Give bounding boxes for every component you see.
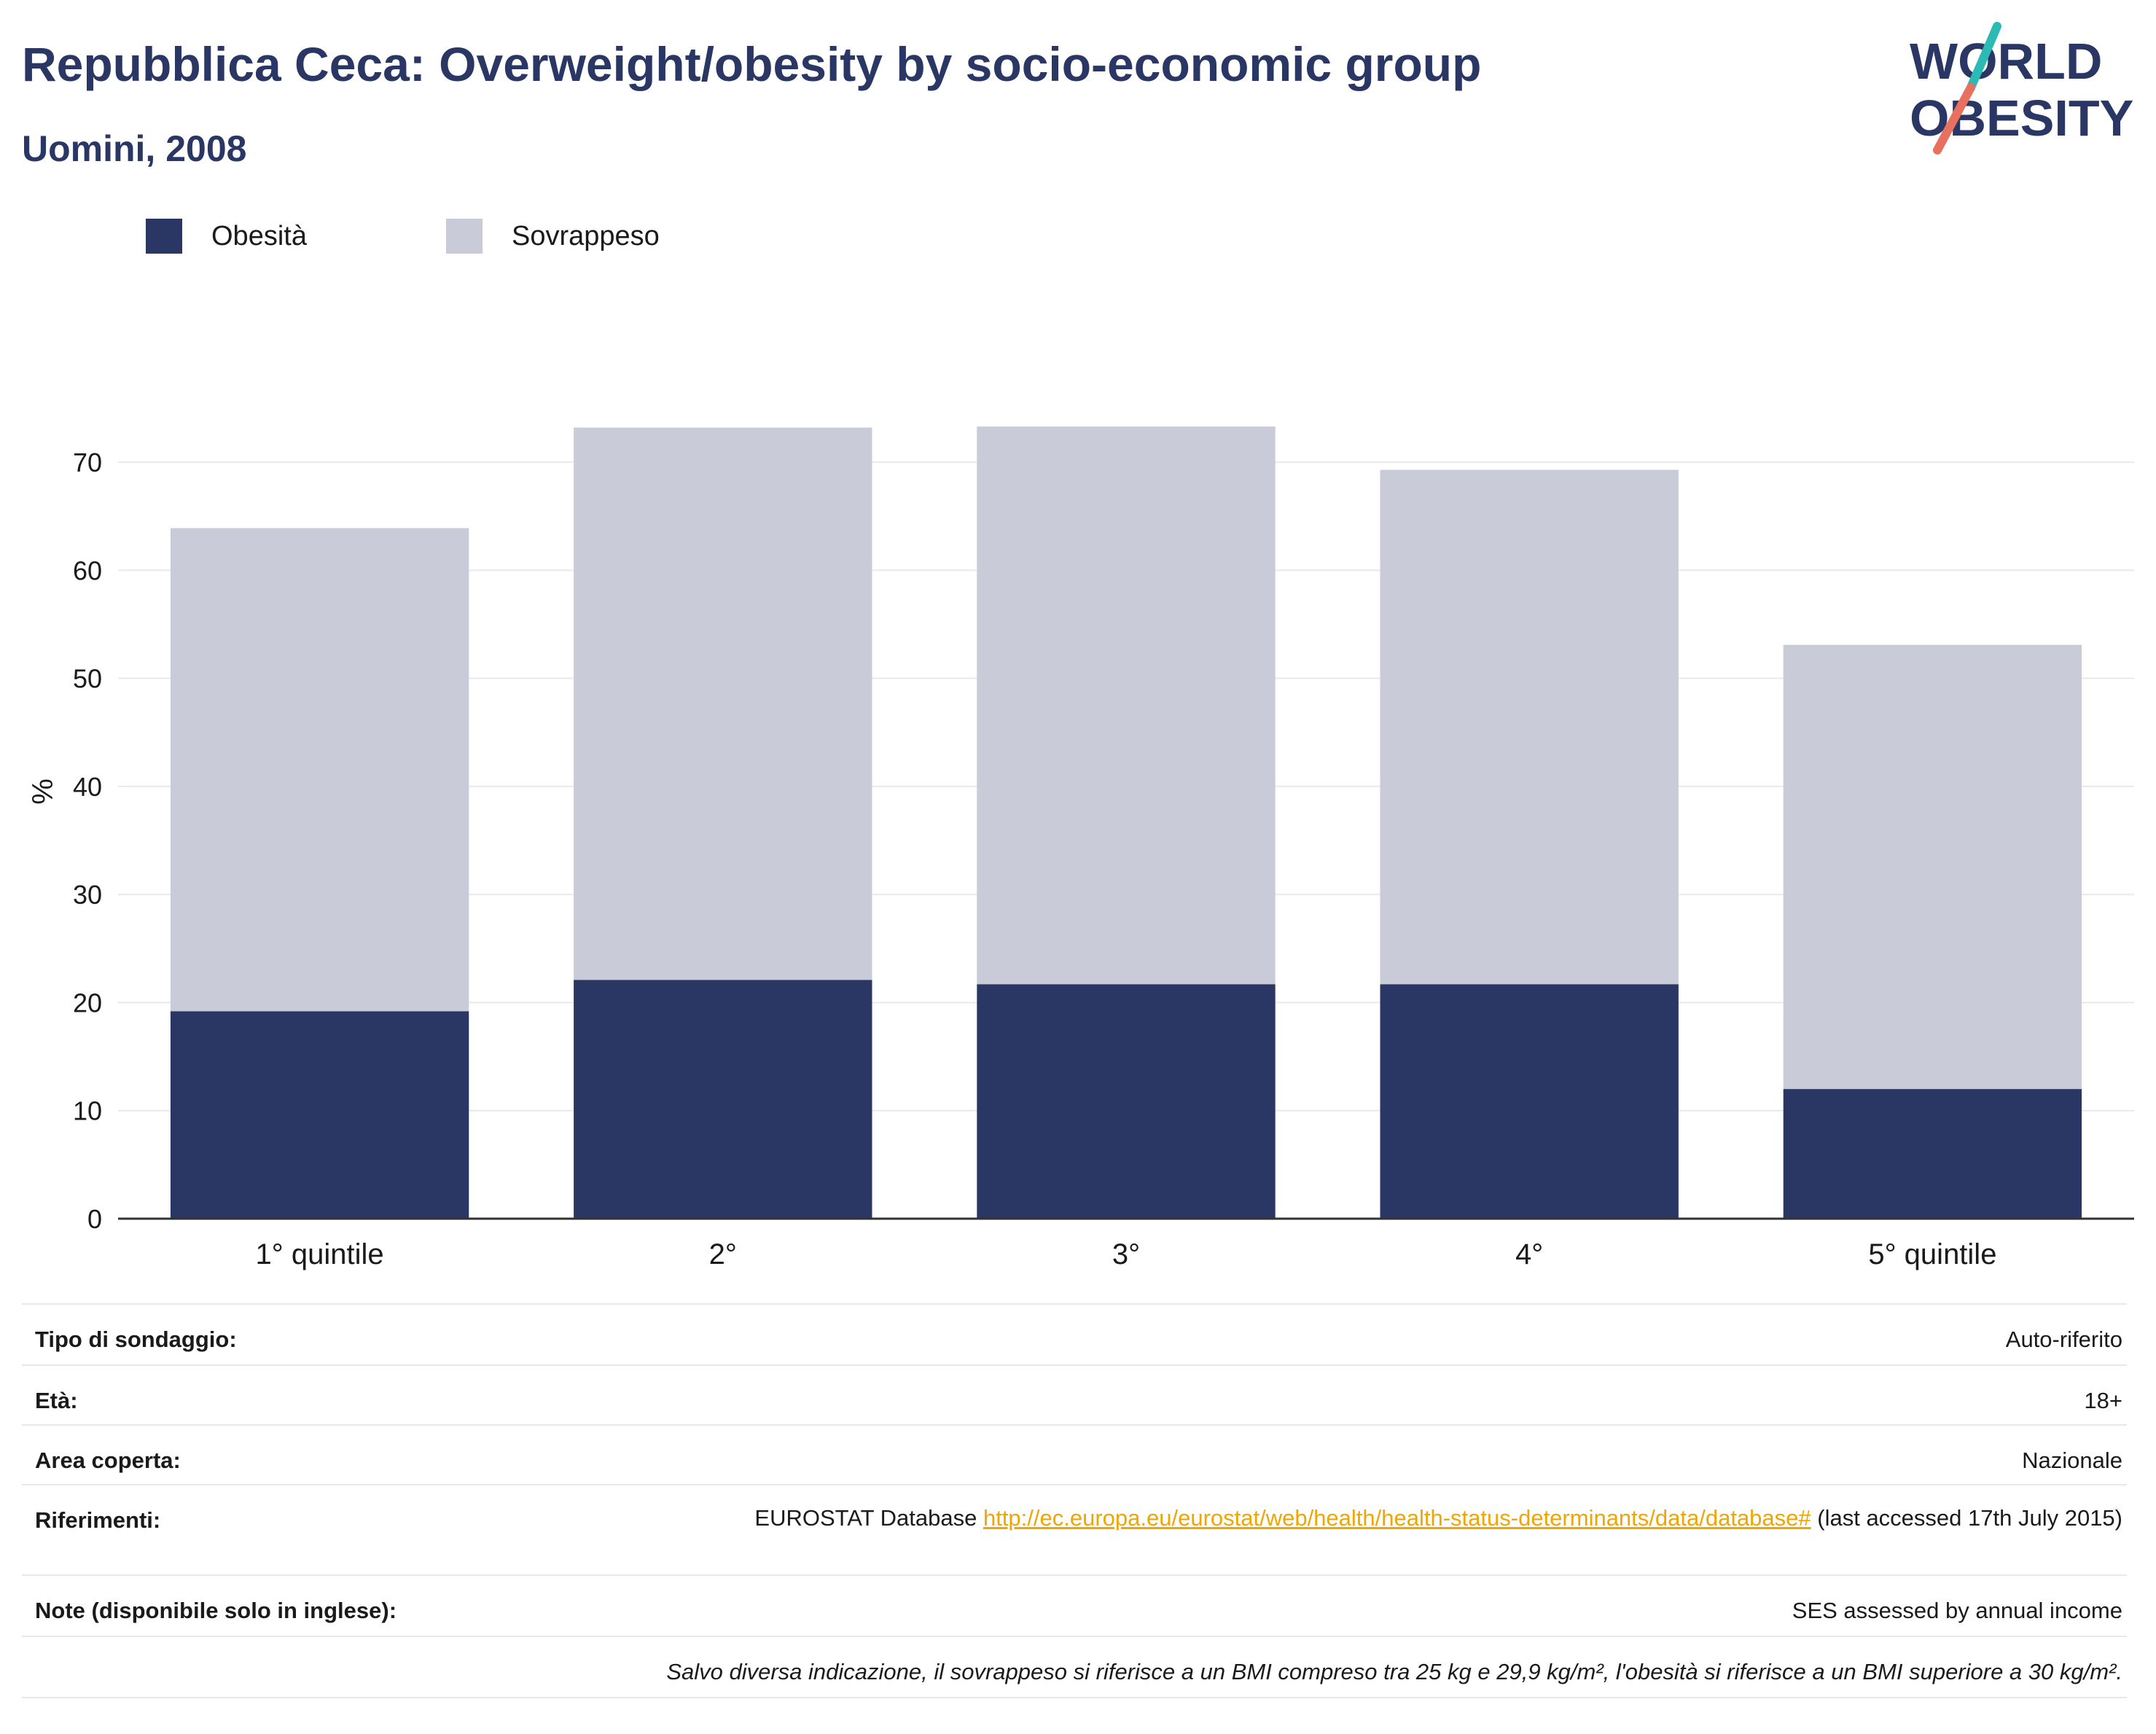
bar-sovrappeso-2 xyxy=(574,427,872,980)
info-value-age: 18+ xyxy=(2084,1388,2122,1413)
info-row-age: Età: 18+ xyxy=(22,1364,2127,1424)
info-table-bottom-rule xyxy=(22,1697,2127,1698)
legend-swatch-sovrappeso xyxy=(446,219,483,254)
bar-obesita-4 xyxy=(1380,984,1679,1219)
info-label-area: Area coperta: xyxy=(35,1448,181,1473)
legend-item-obesita[interactable]: Obesità xyxy=(146,219,307,254)
bar-obesita-5 xyxy=(1783,1089,2082,1219)
info-row-area: Area coperta: Nazionale xyxy=(22,1424,2127,1484)
y-tick-label-40: 40 xyxy=(73,772,102,802)
references-link[interactable]: http://ec.europa.eu/eurostat/web/health/… xyxy=(983,1505,1811,1531)
bar-sovrappeso-5 xyxy=(1783,644,2082,1090)
info-row-notes: Note (disponibile solo in inglese): SES … xyxy=(22,1574,2127,1636)
legend-swatch-obesita xyxy=(146,219,182,254)
bar-obesita-1 xyxy=(170,1011,469,1219)
y-tick-label-50: 50 xyxy=(73,664,102,694)
info-row-survey-type: Tipo di sondaggio: Auto-riferito xyxy=(22,1303,2127,1364)
footnote-text: Salvo diversa indicazione, il sovrappeso… xyxy=(666,1659,2122,1684)
y-tick-label-70: 70 xyxy=(73,448,102,477)
info-label-notes: Note (disponibile solo in inglese): xyxy=(35,1598,397,1623)
bar-obesita-2 xyxy=(574,980,872,1219)
info-value-area: Nazionale xyxy=(2022,1448,2122,1473)
x-tick-label-1: 1° quintile xyxy=(256,1238,384,1270)
legend-label-obesita: Obesità xyxy=(211,220,307,251)
chart-subtitle: Uomini, 2008 xyxy=(22,128,247,169)
y-axis-label: % xyxy=(27,778,59,805)
references-suffix: (last accessed 17th July 2015) xyxy=(1811,1505,2122,1531)
stacked-bar-chart: 0 10 20 30 40 50 60 70% 1° quintile 2° 3° 4° 5° quin… xyxy=(27,426,2134,1270)
legend-item-sovrappeso[interactable]: Sovrappeso xyxy=(446,219,660,254)
info-value-references: EUROSTAT Database http://ec.europa.eu/eu… xyxy=(754,1503,2127,1534)
y-tick-label-60: 60 xyxy=(73,555,102,585)
bar-obesita-3 xyxy=(977,984,1276,1219)
y-tick-label-30: 30 xyxy=(73,880,102,910)
info-label-age: Età: xyxy=(35,1388,78,1413)
info-label-references: Riferimenti: xyxy=(35,1507,161,1533)
x-tick-label-4: 4° xyxy=(1515,1238,1543,1270)
x-tick-label-5: 5° quintile xyxy=(1868,1238,1996,1270)
x-tick-label-2: 2° xyxy=(709,1238,737,1270)
references-prefix: EUROSTAT Database xyxy=(754,1505,983,1531)
bar-sovrappeso-4 xyxy=(1380,469,1679,985)
legend-label-sovrappeso: Sovrappeso xyxy=(512,220,660,251)
info-value-survey-type: Auto-riferito xyxy=(2005,1327,2122,1352)
info-label-survey-type: Tipo di sondaggio: xyxy=(35,1327,237,1352)
world-obesity-logo: WORLD OBESITY xyxy=(1895,20,2136,159)
chart-title: Repubblica Ceca: Overweight/obesity by s… xyxy=(22,37,1482,91)
y-tick-label-20: 20 xyxy=(73,988,102,1018)
info-row-footnote: Salvo diversa indicazione, il sovrappeso… xyxy=(22,1636,2127,1697)
y-tick-label-0: 0 xyxy=(87,1204,102,1234)
bar-sovrappeso-1 xyxy=(170,528,469,1012)
bar-sovrappeso-3 xyxy=(977,426,1276,985)
logo-text-world: WORLD xyxy=(1910,33,2102,90)
info-table: Tipo di sondaggio: Auto-riferito Età: 18… xyxy=(22,1303,2127,1698)
x-tick-label-3: 3° xyxy=(1112,1238,1140,1270)
info-value-notes: SES assessed by annual income xyxy=(1792,1598,2122,1623)
info-row-references: Riferimenti: EUROSTAT Database http://ec… xyxy=(22,1484,2127,1574)
y-tick-label-10: 10 xyxy=(73,1096,102,1126)
